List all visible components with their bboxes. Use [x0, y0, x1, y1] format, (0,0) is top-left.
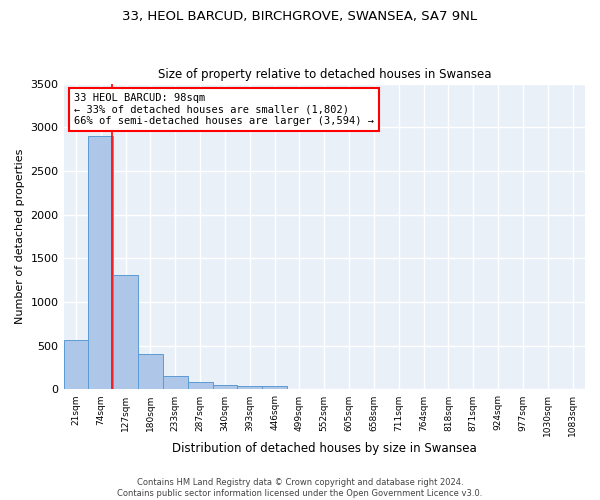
- Bar: [188, 382, 212, 390]
- Title: Size of property relative to detached houses in Swansea: Size of property relative to detached ho…: [158, 68, 491, 81]
- Bar: [163, 376, 188, 390]
- Bar: [64, 340, 88, 390]
- Bar: [238, 386, 262, 390]
- Bar: [113, 275, 138, 390]
- Bar: [212, 385, 238, 390]
- Text: 33, HEOL BARCUD, BIRCHGROVE, SWANSEA, SA7 9NL: 33, HEOL BARCUD, BIRCHGROVE, SWANSEA, SA…: [122, 10, 478, 23]
- Text: Contains HM Land Registry data © Crown copyright and database right 2024.
Contai: Contains HM Land Registry data © Crown c…: [118, 478, 482, 498]
- Bar: [262, 386, 287, 390]
- Bar: [138, 354, 163, 390]
- Y-axis label: Number of detached properties: Number of detached properties: [15, 149, 25, 324]
- X-axis label: Distribution of detached houses by size in Swansea: Distribution of detached houses by size …: [172, 442, 476, 455]
- Bar: [88, 136, 113, 390]
- Text: 33 HEOL BARCUD: 98sqm
← 33% of detached houses are smaller (1,802)
66% of semi-d: 33 HEOL BARCUD: 98sqm ← 33% of detached …: [74, 92, 374, 126]
